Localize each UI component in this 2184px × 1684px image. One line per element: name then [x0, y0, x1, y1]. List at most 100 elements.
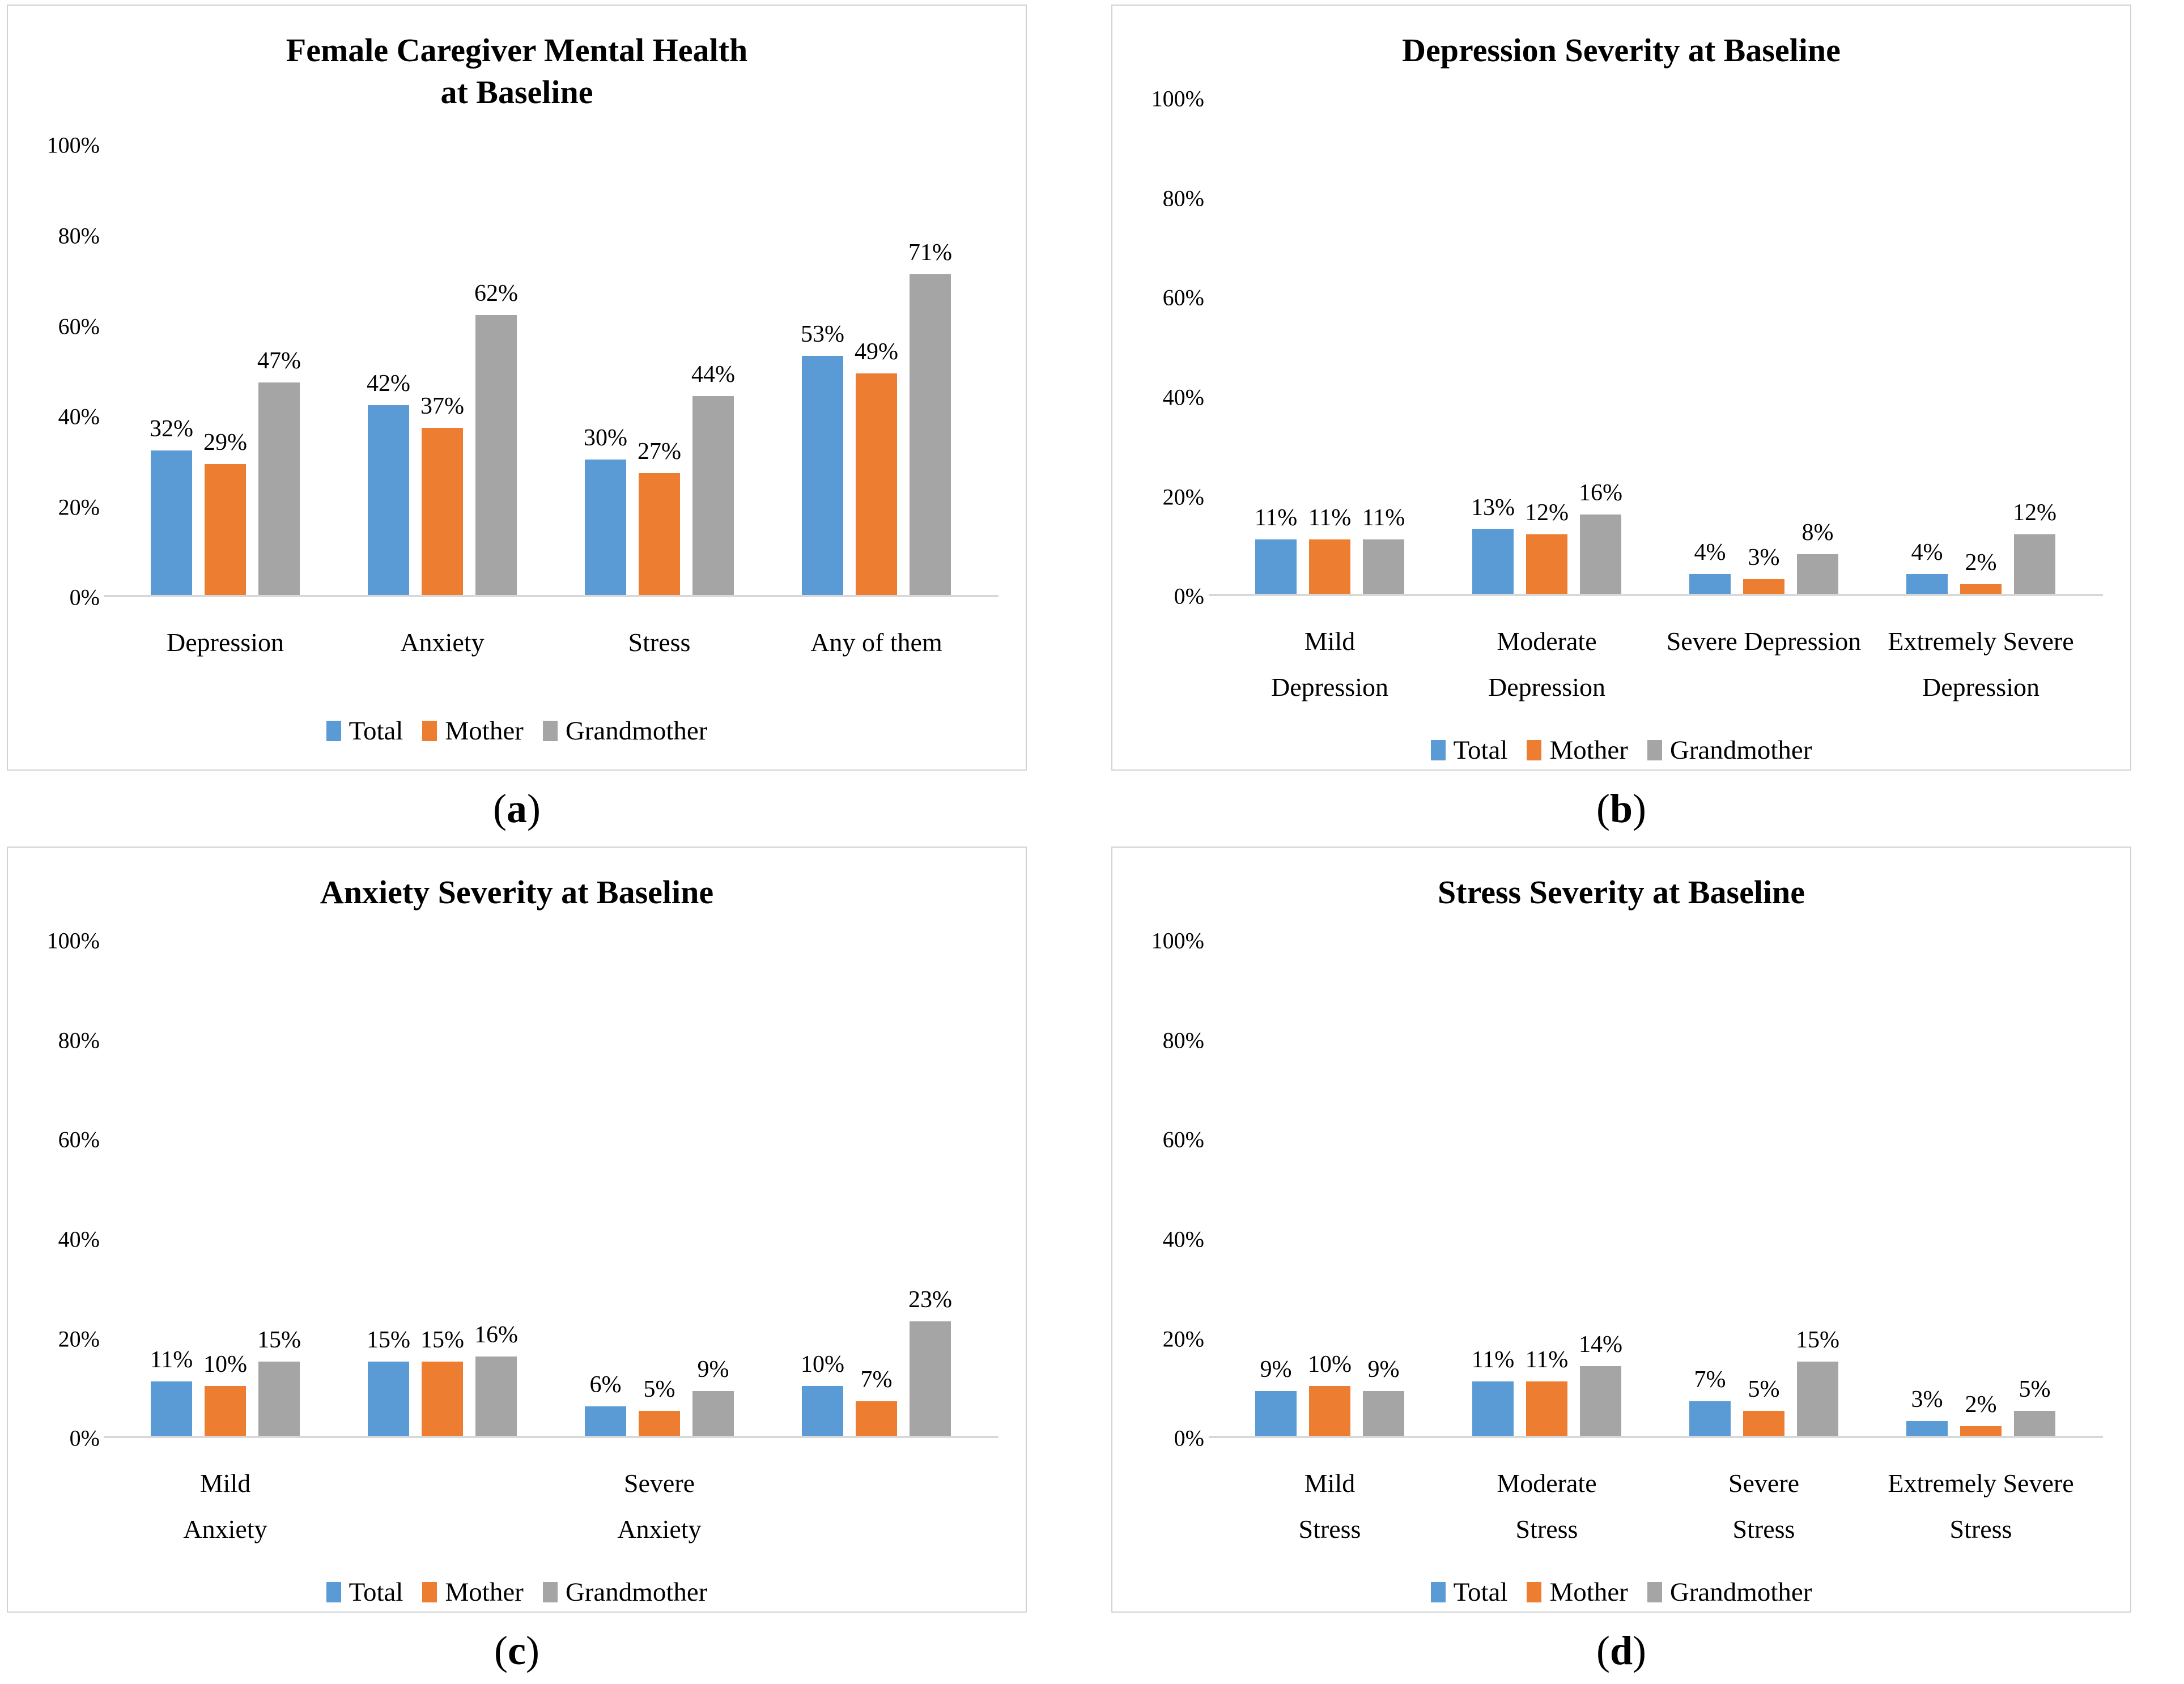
x-axis-labels: Mild Stress Moderate Stress Severe Stress E…: [1221, 1461, 2089, 1552]
bar-value-label: 9%: [1367, 1356, 1400, 1383]
caption-paren: ): [1633, 1628, 1646, 1673]
y-tick-label: 0%: [1174, 583, 1204, 609]
bar-value-label: 11%: [1254, 504, 1298, 531]
y-tick-label: 40%: [1162, 1226, 1204, 1252]
bar-value-label: 2%: [1965, 549, 1997, 576]
bar-group: 13% 12% 16%: [1438, 99, 1655, 596]
legend-marker: [1527, 740, 1542, 761]
chart-panel-d: Stress Severity at Baseline 100% 80% 60% 40…: [1111, 847, 2131, 1613]
bar-total: 7%: [1689, 1367, 1731, 1436]
plot-area: 9% 10% 9% 11% 11% 14% 7% 5% 15% 3% 2% 5%: [1209, 941, 2106, 1439]
bar-value-label: 44%: [691, 362, 735, 388]
bar-value-label: 8%: [1801, 520, 1834, 546]
legend-marker: [422, 720, 437, 741]
bar-total: 11%: [150, 1347, 193, 1436]
bar-value-label: 11%: [150, 1346, 193, 1373]
bar-group: 11% 11% 11%: [1221, 99, 1438, 596]
legend-marker: [542, 720, 558, 741]
x-category-label: Any of them: [810, 628, 942, 657]
x-axis-labels: Mild Depression Moderate Depression Severe…: [1221, 619, 2089, 710]
bar-grandmother: 5%: [2014, 1376, 2055, 1436]
bar-mother: 2%: [1960, 550, 2002, 594]
y-tick-label: 60%: [1162, 284, 1204, 311]
x-category-label: Severe Depression: [1666, 627, 1862, 656]
x-category-label: Extremely Severe Depression: [1888, 627, 2074, 701]
bar-value-label: 4%: [1694, 539, 1726, 566]
bar-total: 11%: [1255, 505, 1297, 594]
x-category-label: Mild Anxiety: [183, 1469, 267, 1543]
bar-value-label: 15%: [1796, 1326, 1839, 1353]
bar-grandmother: 16%: [1579, 480, 1622, 594]
bar-group: 6% 5% 9%: [551, 941, 768, 1438]
bar-groups: 11% 10% 15% 15% 15% 16% 6% 5% 9% 10% 7% 23%: [117, 941, 985, 1438]
panel-caption-d: (d): [1111, 1627, 2131, 1674]
x-axis-line: [104, 595, 998, 598]
legend-label: Mother: [445, 716, 524, 746]
x-axis-line: [1209, 1436, 2103, 1439]
legend-item-grandmother: Grandmother: [1647, 1577, 1812, 1608]
legend-label: Grandmother: [1669, 735, 1812, 766]
bar-value-label: 11%: [1525, 1346, 1569, 1373]
bar-value-label: 23%: [908, 1287, 952, 1313]
caption-letter: b: [1609, 786, 1633, 831]
bar-mother: 49%: [855, 339, 898, 596]
bar-grandmother: 11%: [1362, 505, 1405, 594]
bar-grandmother: 9%: [1363, 1356, 1404, 1436]
y-tick-label: 0%: [69, 1425, 100, 1451]
figure-block-b: Depression Severity at Baseline 100% 80% 6…: [1111, 5, 2131, 832]
caption-paren: (: [1596, 1628, 1610, 1673]
bar-mother: 5%: [1743, 1376, 1784, 1436]
y-tick-label: 100%: [1151, 86, 1204, 112]
bar-mother: 10%: [203, 1351, 247, 1436]
x-category-label: Stress: [628, 628, 691, 657]
bar-value-label: 16%: [474, 1321, 518, 1348]
chart-panel-a: Female Caregiver Mental Health at Baseli…: [7, 5, 1027, 771]
legend-label: Grandmother: [565, 1577, 708, 1608]
bar-group: 30% 27% 44%: [551, 145, 768, 597]
bar-value-label: 12%: [1525, 499, 1569, 526]
bar-mother: 37%: [420, 393, 464, 596]
legend-item-grandmother: Grandmother: [1647, 735, 1812, 766]
plot-wrap: 9% 10% 9% 11% 11% 14% 7% 5% 15% 3% 2% 5% Mild Stres…: [1209, 941, 2106, 1552]
bar-mother: 3%: [1743, 545, 1784, 594]
caption-paren: ): [1633, 786, 1646, 831]
legend-item-mother: Mother: [422, 716, 524, 746]
bar-group: 11% 11% 14%: [1438, 941, 1655, 1438]
bar-value-label: 6%: [589, 1371, 622, 1398]
bar-value-label: 3%: [1911, 1386, 1943, 1413]
legend-item-mother: Mother: [422, 1577, 524, 1608]
legend-label: Total: [1453, 735, 1508, 766]
bar-grandmother: 44%: [691, 362, 735, 596]
legend-marker: [542, 1582, 558, 1603]
figure-cell-a: Female Caregiver Mental Health at Baseli…: [0, 0, 1092, 842]
bar-value-label: 15%: [367, 1326, 410, 1353]
bar-value-label: 2%: [1965, 1391, 1997, 1418]
bar-value-label: 5%: [2019, 1376, 2051, 1403]
bar-value-label: 3%: [1748, 544, 1780, 571]
bar-total: 3%: [1906, 1387, 1948, 1436]
bar-group: 42% 37% 62%: [334, 145, 551, 597]
chart-title: Female Caregiver Mental Health at Baseli…: [286, 32, 748, 111]
y-tick-label: 80%: [1162, 1027, 1204, 1053]
y-tick-label: 60%: [1162, 1126, 1204, 1153]
plot-area: 32% 29% 47% 42% 37% 62% 30% 27% 44% 53% 49% 71%: [104, 145, 1002, 598]
plot-wrap: 11% 10% 15% 15% 15% 16% 6% 5% 9% 10% 7% 23% Mild An…: [104, 941, 1002, 1552]
x-axis-line: [1209, 594, 2103, 597]
y-tick-label: 20%: [1162, 484, 1204, 510]
figure-cell-b: Depression Severity at Baseline 100% 80% 6…: [1092, 0, 2184, 842]
y-tick-label: 20%: [1162, 1326, 1204, 1352]
bar-group: 4% 3% 8%: [1655, 99, 1872, 596]
bar-grandmother: 15%: [1796, 1327, 1839, 1436]
legend-item-mother: Mother: [1527, 1577, 1628, 1608]
y-tick-label: 40%: [58, 403, 100, 429]
bar-value-label: 27%: [638, 439, 681, 465]
bar-total: 9%: [1255, 1356, 1297, 1436]
x-category-label: Anxiety: [400, 628, 485, 657]
bar-grandmother: 62%: [474, 280, 518, 596]
bar-value-label: 37%: [420, 393, 464, 420]
bar-value-label: 11%: [1471, 1346, 1515, 1373]
x-category-label: Severe Anxiety: [617, 1469, 702, 1543]
x-category-label: Mild Depression: [1271, 627, 1388, 701]
bar-total: 53%: [801, 321, 844, 596]
bar-chart: 100% 80% 60% 40% 20% 0% 9% 10% 9% 11% 11% 14% 7% 5% 1…: [1136, 928, 2106, 1552]
